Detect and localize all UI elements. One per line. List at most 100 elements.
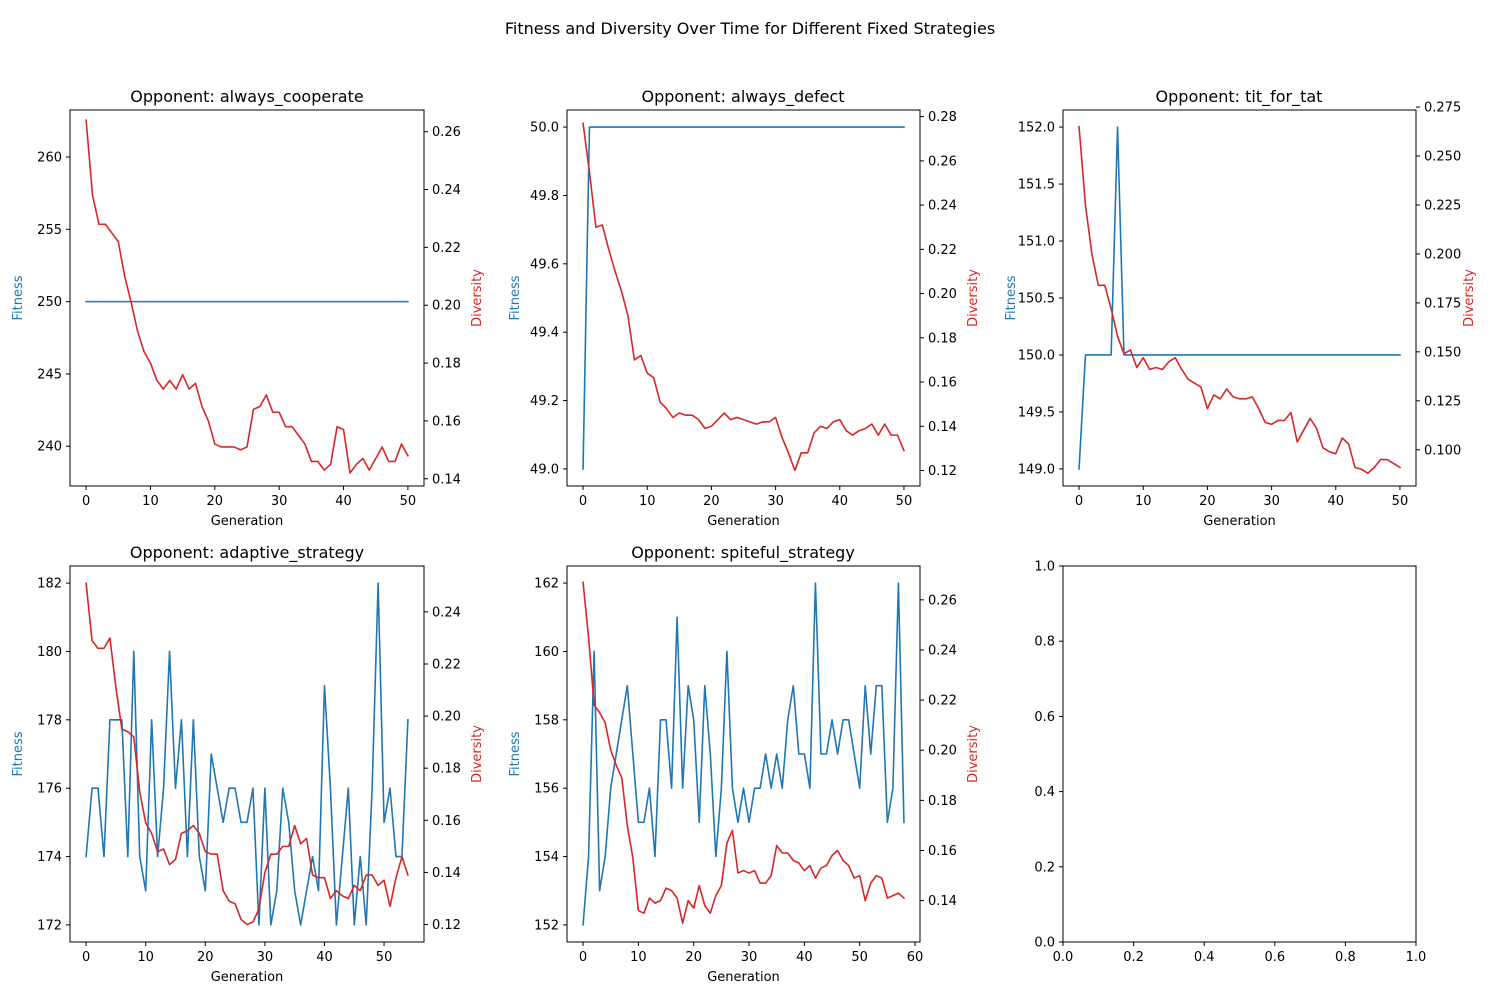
x-tick-label: 50 — [400, 494, 417, 509]
x-tick-label: 40 — [831, 494, 848, 509]
y2-tick-label: 0.14 — [928, 420, 957, 435]
diversity-line — [85, 119, 409, 474]
x-tick-label: 20 — [207, 494, 224, 509]
y-tick-label: 176 — [37, 782, 62, 797]
x-tick-label: 0.8 — [1335, 950, 1356, 965]
x-tick-label: 0.6 — [1264, 950, 1285, 965]
y2-tick-label: 0.18 — [432, 357, 461, 372]
figure-suptitle: Fitness and Diversity Over Time for Diff… — [505, 19, 995, 38]
x-tick-label: 40 — [316, 950, 333, 965]
x-tick-label: 0.2 — [1123, 950, 1144, 965]
y-tick-label: 260 — [37, 151, 62, 166]
y-tick-label: 1.0 — [1034, 560, 1055, 575]
x-tick-label: 0 — [82, 950, 90, 965]
subplot-5: Opponent: spiteful_strategy 0 10 20 30 40 50 60… — [508, 543, 981, 985]
y-tick-label: 172 — [37, 918, 62, 933]
axes-frame — [1062, 565, 1417, 943]
y2-tick-label: 0.200 — [1424, 247, 1461, 262]
x-tick-label: 20 — [197, 950, 214, 965]
diversity-line — [85, 582, 409, 926]
y-tick-label: 174 — [37, 850, 62, 865]
subplot-title: Opponent: always_cooperate — [130, 87, 363, 107]
y-tick-label: 250 — [37, 295, 62, 310]
x-tick-label: 30 — [741, 950, 758, 965]
y2-tick-label: 0.150 — [1424, 345, 1461, 360]
x-tick-label: 0.0 — [1053, 950, 1074, 965]
y2-tick-label: 0.175 — [1424, 296, 1461, 311]
subplot-title: Opponent: adaptive_strategy — [130, 543, 364, 563]
x-tick-label: 60 — [907, 950, 924, 965]
y2-tick-label: 0.22 — [432, 241, 461, 256]
x-tick-label: 0 — [82, 494, 90, 509]
y-tick-label: 156 — [534, 782, 559, 797]
y-tick-label: 245 — [37, 367, 62, 382]
subplot-6: 0.0 0.2 0.4 0.6 0.8 1.0 0.0 0.2 0.4 0.6 0.8 1.0 — [1034, 560, 1426, 966]
x-tick-label: 50 — [376, 950, 393, 965]
y2-tick-label: 0.225 — [1424, 198, 1461, 213]
y2-tick-label: 0.275 — [1424, 101, 1461, 116]
y2-tick-label: 0.16 — [928, 376, 957, 391]
y2-tick-label: 0.20 — [432, 299, 461, 314]
y-tick-label: 150.5 — [1018, 292, 1055, 307]
y2-axis-label: Diversity — [1462, 269, 1477, 327]
y-tick-label: 149.5 — [1018, 405, 1055, 420]
y-axis-label: Fitness — [11, 275, 26, 320]
y-tick-label: 49.8 — [530, 189, 559, 204]
y-tick-label: 49.4 — [530, 326, 559, 341]
y2-tick-label: 0.250 — [1424, 150, 1461, 165]
x-axis-label: Generation — [1203, 514, 1276, 529]
y-tick-label: 0.0 — [1034, 936, 1055, 951]
y2-tick-label: 0.20 — [432, 710, 461, 725]
diversity-line — [582, 122, 905, 472]
x-tick-label: 0.4 — [1194, 950, 1215, 965]
y2-tick-label: 0.18 — [432, 762, 461, 777]
y2-tick-label: 0.26 — [928, 154, 957, 169]
x-tick-label: 10 — [142, 494, 159, 509]
x-axis-label: Generation — [211, 970, 284, 985]
y-axis-label: Fitness — [11, 731, 26, 776]
y-tick-label: 0.4 — [1034, 785, 1055, 800]
fitness-line — [582, 126, 905, 470]
y-axis-label: Fitness — [508, 275, 523, 320]
y-tick-label: 158 — [534, 713, 559, 728]
y2-tick-label: 0.26 — [928, 593, 957, 608]
x-tick-label: 50 — [1392, 494, 1409, 509]
y-tick-label: 151.0 — [1018, 235, 1055, 250]
y-tick-label: 49.0 — [530, 462, 559, 477]
y2-tick-label: 0.12 — [432, 918, 461, 933]
x-tick-label: 20 — [685, 950, 702, 965]
y-tick-label: 178 — [37, 713, 62, 728]
y-tick-label: 180 — [37, 645, 62, 660]
y-tick-label: 151.5 — [1018, 178, 1055, 193]
x-tick-label: 40 — [1327, 494, 1344, 509]
fitness-line — [85, 582, 409, 926]
fitness-line — [1078, 126, 1401, 470]
y-axis-label: Fitness — [1004, 275, 1019, 320]
y2-tick-label: 0.100 — [1424, 443, 1461, 458]
y-tick-label: 49.2 — [530, 394, 559, 409]
y2-tick-label: 0.22 — [928, 694, 957, 709]
axes-frame — [566, 109, 921, 487]
x-tick-label: 0 — [1075, 494, 1083, 509]
y2-tick-label: 0.24 — [928, 199, 957, 214]
x-tick-label: 1.0 — [1406, 950, 1427, 965]
y-tick-label: 152 — [534, 918, 559, 933]
y2-tick-label: 0.18 — [928, 331, 957, 346]
x-axis-label: Generation — [211, 514, 284, 529]
subplot-3: Opponent: tit_for_tat 0 10 20 30 40 50 Generati… — [1004, 87, 1477, 529]
subplot-1: Opponent: always_cooperate 0 10 20 30 40 50 Gen… — [11, 87, 485, 529]
y2-axis-label: Diversity — [966, 725, 981, 783]
y-axis-label: Fitness — [508, 731, 523, 776]
y2-tick-label: 0.18 — [928, 794, 957, 809]
axes-frame — [69, 565, 425, 943]
subplot-4: Opponent: adaptive_strategy 0 10 20 30 40 50 Ge… — [11, 543, 485, 985]
x-axis-label: Generation — [707, 514, 780, 529]
x-tick-label: 0 — [579, 950, 587, 965]
y2-tick-label: 0.20 — [928, 287, 957, 302]
y-tick-label: 0.6 — [1034, 710, 1055, 725]
y2-tick-label: 0.125 — [1424, 394, 1461, 409]
y-tick-label: 152.0 — [1018, 121, 1055, 136]
x-tick-label: 30 — [257, 950, 274, 965]
subplot-title: Opponent: spiteful_strategy — [631, 543, 855, 563]
